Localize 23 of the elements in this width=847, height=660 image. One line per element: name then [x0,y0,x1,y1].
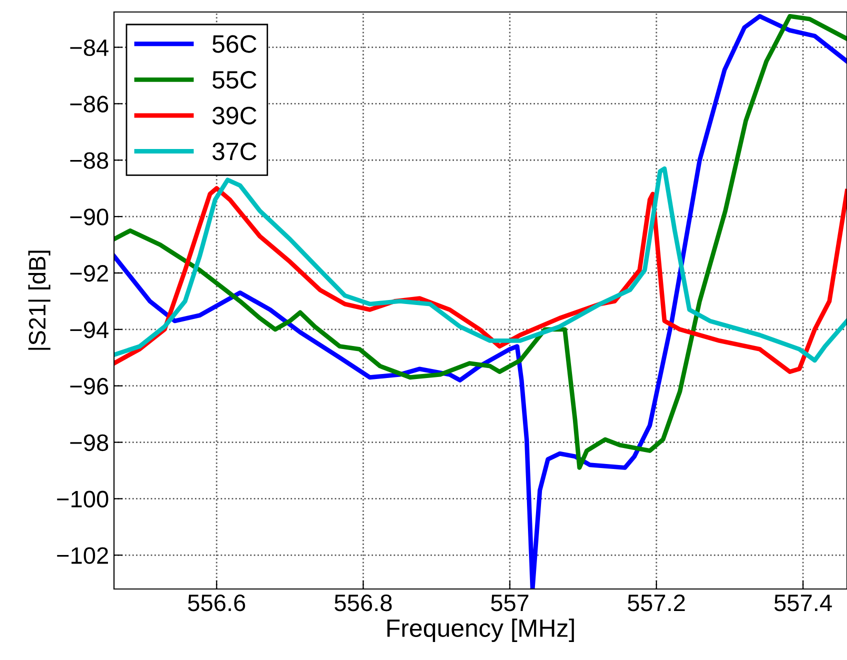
x-tick-label: 556.8 [334,594,392,612]
y-tick-label: −92 [70,265,108,282]
legend-label: 56C [212,35,256,53]
y-axis-title: |S21| [dB] [28,250,50,350]
x-tick-label: 557.4 [774,594,832,612]
legend-label: 55C [212,70,256,89]
legend-label: 39C [212,106,256,124]
line-series [114,14,847,589]
legend-label: 37C [212,142,256,160]
y-tick-label: −90 [70,208,108,226]
y-tick-label: −98 [70,434,108,452]
x-tick-label: 557.2 [628,594,685,612]
y-tick-label: −102 [57,547,108,564]
y-tick-label: −100 [57,490,108,508]
x-axis-title: Frequency [MHz] [387,618,574,642]
y-tick-label: −94 [70,321,108,338]
x-tick-label: 556.6 [188,594,246,612]
y-tick-label: −96 [70,378,108,395]
x-tick-label: 557 [491,594,528,612]
y-tick-label: −84 [70,39,108,56]
line-series [114,14,847,470]
y-tick-label: −88 [70,152,108,169]
y-tick-label: −86 [70,96,108,112]
